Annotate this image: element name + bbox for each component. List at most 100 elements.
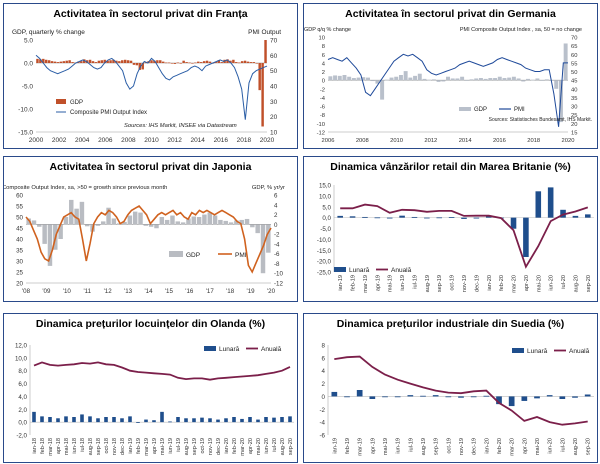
right-tick-label: -10	[274, 271, 284, 278]
x-tick-label: mar-18	[48, 438, 54, 456]
gdp-bar	[244, 218, 250, 225]
gdp-bar	[148, 224, 154, 227]
chart-panel-netherlands: Dinamica prețurilor locuințelor din Olan…	[3, 313, 298, 463]
chart-title: Dinamica prețurilor locuințelor din Olan…	[35, 318, 266, 330]
x-tick-label: '18	[226, 288, 235, 295]
right-tick-label: 70	[270, 38, 278, 45]
gdp-bar	[202, 214, 207, 225]
monthly-bar	[448, 217, 455, 218]
x-tick-label: aug-18	[88, 438, 94, 455]
pmi-line	[327, 53, 568, 127]
gdp-bar	[176, 62, 180, 64]
monthly-bar	[272, 417, 276, 423]
gdp-bar	[95, 224, 101, 226]
chart-panel-france: Activitatea în sectorul privat din Franț…	[3, 3, 298, 149]
gdp-bar	[223, 220, 228, 225]
gdp-bar	[389, 77, 394, 81]
gdp-bar	[91, 61, 95, 63]
y-tick-label: 12,0	[15, 343, 28, 350]
gdp-bar	[141, 63, 144, 70]
y-tick-label: 8	[322, 343, 326, 350]
x-tick-label: apr-19	[370, 438, 376, 454]
gdp-bar	[342, 75, 347, 81]
legend-label: Anuală	[391, 267, 412, 274]
annual-line	[334, 355, 588, 426]
x-tick-label: 2014	[190, 137, 205, 144]
gdp-bar	[366, 77, 370, 81]
right-tick-label: 70	[571, 36, 577, 42]
y-tick-label: -6	[319, 433, 325, 440]
x-tick-label: dec-19	[474, 275, 480, 292]
legend-swatch-gdp	[459, 107, 471, 111]
x-tick-label: ian-18	[32, 438, 38, 454]
x-tick-label: iul-19	[176, 438, 182, 452]
legend-label: Lunară	[219, 346, 240, 353]
gdp-bar	[109, 60, 112, 63]
gdp-bar	[347, 76, 352, 81]
legend-label: GDP	[70, 100, 83, 106]
right-tick-label: 25	[571, 113, 577, 119]
gdp-bar	[214, 62, 218, 63]
gdp-bar	[422, 78, 427, 81]
gdp-bar	[47, 224, 53, 266]
legend-label: GDP	[474, 107, 487, 113]
monthly-bar	[40, 416, 44, 423]
right-axis-label: GDP, % yr/yr	[252, 185, 285, 191]
x-tick-label: sep-20	[586, 438, 592, 455]
x-tick-label: 2010	[144, 137, 159, 144]
right-axis-label: PMI Composite Output Index , sa, 50 = no…	[460, 27, 582, 33]
gdp-bar	[229, 60, 232, 63]
right-tick-label: 15	[571, 131, 577, 137]
monthly-bar	[248, 417, 252, 423]
gdp-bar	[179, 63, 182, 64]
gdp-bar	[535, 78, 540, 81]
gdp-bar	[266, 224, 271, 253]
y-tick-label: 0,0	[18, 420, 27, 427]
monthly-bar	[232, 417, 236, 423]
legend-label: Anuală	[569, 348, 590, 355]
gdp-bar	[173, 63, 177, 64]
x-tick-label: feb-19	[345, 438, 351, 454]
gdp-bar	[118, 61, 121, 63]
gdp-bar	[252, 62, 256, 63]
chart-svg: 8 6 4 2 0 -2 -4 -6 ian-19 feb-19 mar-19 apr-19 mai-1…	[319, 343, 594, 456]
left-tick-label: 5.0	[24, 38, 33, 45]
gdp-bar	[80, 61, 83, 63]
left-tick-label: 45	[16, 226, 23, 233]
left-tick-label: -6	[320, 105, 325, 111]
monthly-bar	[510, 217, 517, 229]
x-tick-label: 2012	[167, 137, 182, 144]
left-axis-label: GDP, quarterly % change	[12, 29, 85, 36]
right-tick-label: 40	[270, 84, 278, 91]
monthly-bar	[128, 416, 132, 423]
right-tick-label: 10	[270, 130, 278, 137]
gdp-bar	[63, 217, 69, 225]
annual-line	[33, 361, 291, 381]
monthly-bar	[72, 417, 76, 423]
x-tick-label: oct-19	[450, 275, 456, 291]
x-tick-label: nov-19	[208, 438, 214, 455]
gdp-bar	[441, 80, 446, 82]
monthly-bar	[432, 395, 439, 397]
monthly-bar	[535, 191, 542, 218]
right-tick-label: 20	[270, 114, 278, 121]
pmi-line	[25, 204, 272, 274]
x-tick-label: iun-20	[548, 438, 554, 454]
monthly-bar	[386, 217, 393, 219]
monthly-bar	[48, 417, 52, 423]
x-tick-label: apr-20	[524, 275, 530, 291]
gdp-bar	[74, 208, 79, 225]
gdp-bar	[164, 219, 170, 225]
x-tick-label: sep-19	[434, 438, 440, 455]
x-tick-label: feb-20	[232, 438, 238, 454]
monthly-bar	[470, 396, 477, 398]
left-tick-label: -15.0	[18, 130, 33, 137]
gdp-bar	[185, 62, 188, 63]
x-tick-label: 2014	[459, 138, 473, 144]
legend-label: Anuală	[261, 346, 282, 353]
gdp-bar	[351, 78, 356, 81]
monthly-bar	[458, 396, 464, 398]
gdp-bar	[88, 59, 92, 63]
left-tick-label: -12	[317, 131, 325, 137]
gdp-bar	[121, 60, 124, 63]
